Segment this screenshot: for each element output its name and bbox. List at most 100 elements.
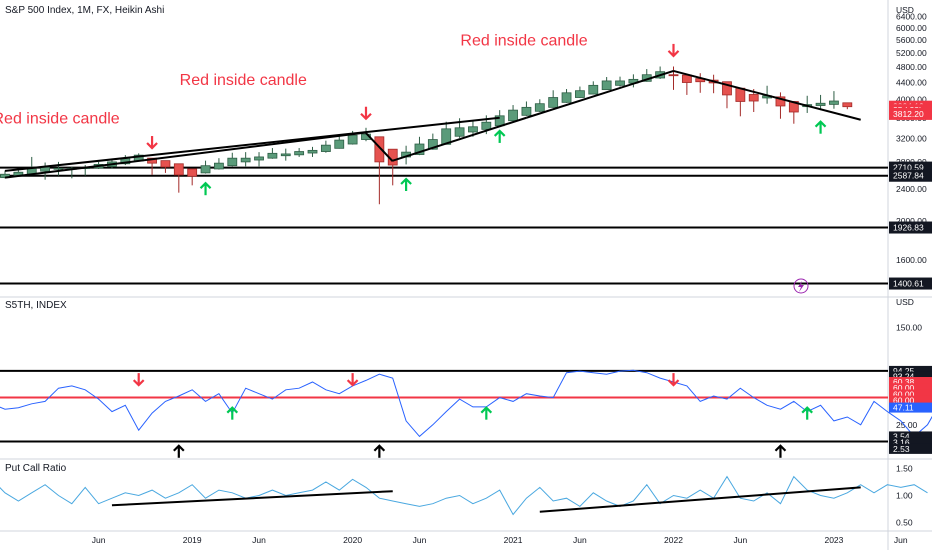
candle-body bbox=[187, 168, 198, 177]
candle-body bbox=[454, 127, 465, 137]
candle bbox=[227, 152, 238, 167]
price-trendline bbox=[673, 69, 861, 121]
breadth-y-tick-label: 150.00 bbox=[896, 323, 922, 333]
breadth-tag: 47.11 bbox=[893, 403, 914, 413]
candle bbox=[147, 157, 157, 175]
price-y-tick-label: 5600.00 bbox=[896, 35, 927, 45]
candle-body bbox=[588, 84, 599, 95]
pcr-series-line bbox=[0, 475, 928, 516]
price-tag-bg bbox=[889, 221, 932, 234]
price-tag-bg bbox=[889, 169, 932, 182]
candle-body bbox=[829, 100, 839, 105]
pcr-trendline bbox=[111, 490, 393, 507]
put-call-pane: 0.50 1.00 1.50 bbox=[0, 463, 928, 528]
price-pane-title: S&P 500 Index, 1M, FX, Heikin Ashi bbox=[5, 5, 164, 16]
price-trendline bbox=[4, 116, 500, 172]
candle bbox=[320, 140, 331, 153]
price-tag-bg bbox=[889, 107, 932, 120]
candle-body bbox=[775, 96, 786, 107]
candle bbox=[561, 89, 572, 103]
candle bbox=[173, 163, 184, 193]
breadth-currency: USD bbox=[896, 297, 914, 307]
price-currency: USD bbox=[896, 5, 914, 15]
candle-body bbox=[320, 144, 331, 152]
candle bbox=[26, 156, 37, 175]
annotation-label: Red inside candle bbox=[180, 72, 307, 89]
breadth-tag: 60.00 bbox=[893, 389, 915, 399]
candle-body bbox=[521, 106, 532, 116]
candle-body bbox=[548, 97, 559, 108]
breadth-tag: 60.00 bbox=[893, 383, 915, 393]
candle-body bbox=[615, 80, 625, 86]
candle bbox=[240, 152, 251, 167]
candle bbox=[40, 162, 51, 180]
candle bbox=[361, 127, 371, 142]
x-tick-label: 2022 bbox=[664, 535, 683, 545]
candle bbox=[334, 135, 345, 149]
candle-body bbox=[294, 151, 305, 156]
candle-body bbox=[374, 136, 385, 163]
candle-body bbox=[815, 102, 826, 106]
candle bbox=[775, 92, 786, 119]
candle-body bbox=[227, 157, 238, 167]
arrow-head bbox=[774, 444, 787, 452]
x-tick-label: 2023 bbox=[824, 535, 843, 545]
candle-body bbox=[842, 102, 853, 108]
arrow-head bbox=[173, 444, 185, 452]
arrow-head bbox=[801, 406, 813, 414]
candle-body bbox=[534, 103, 545, 112]
breadth-tag-bg bbox=[889, 443, 932, 454]
candle-body bbox=[334, 139, 345, 149]
candle-body bbox=[280, 153, 291, 157]
candle-body bbox=[601, 80, 612, 91]
arrow-up-icon bbox=[774, 444, 787, 458]
price-y-tick-label: 6000.00 bbox=[896, 23, 927, 33]
candle-body bbox=[347, 134, 358, 145]
breadth-tag-bg bbox=[889, 395, 932, 406]
pcr-trendline bbox=[539, 486, 861, 513]
candle bbox=[254, 152, 264, 167]
candle bbox=[200, 160, 211, 174]
candle bbox=[815, 94, 826, 111]
candle bbox=[187, 168, 198, 186]
candle bbox=[681, 74, 692, 95]
x-tick-label: 2021 bbox=[504, 535, 523, 545]
candle bbox=[441, 121, 452, 145]
candle-body bbox=[668, 74, 679, 77]
arrow-head bbox=[814, 120, 827, 128]
candle bbox=[307, 146, 318, 157]
candle-body bbox=[254, 156, 264, 161]
price-tag: 1400.61 bbox=[893, 279, 924, 289]
candle bbox=[615, 76, 625, 87]
lightning-icon[interactable] bbox=[793, 278, 809, 294]
candle-body bbox=[160, 160, 171, 168]
price-tag: 1926.83 bbox=[893, 223, 924, 233]
breadth-tag: 60.00 bbox=[893, 396, 915, 406]
candle bbox=[508, 105, 518, 122]
candle-body bbox=[468, 126, 478, 133]
candle bbox=[588, 81, 599, 95]
candle bbox=[160, 160, 171, 173]
breadth-pane: 25.00150.0094.2593.2460.3860.0060.0060.0… bbox=[0, 323, 932, 458]
price-y-tick-label: 3200.00 bbox=[896, 133, 927, 143]
price-tag: 2710.59 bbox=[893, 163, 924, 173]
price-y-tick-label: 2000.00 bbox=[896, 216, 927, 226]
candle bbox=[829, 91, 839, 109]
arrow-head bbox=[132, 379, 145, 387]
candle-body bbox=[427, 139, 438, 150]
candle bbox=[735, 87, 746, 117]
breadth-tag: 93.24 bbox=[893, 372, 915, 382]
arrow-head bbox=[667, 50, 680, 58]
arrow-up-icon bbox=[480, 406, 493, 420]
breadth-tag-bg bbox=[889, 389, 932, 400]
x-tick-label: Jun bbox=[413, 535, 427, 545]
candle bbox=[575, 86, 585, 98]
candle-body bbox=[575, 90, 585, 98]
candle-body bbox=[240, 157, 251, 163]
candle bbox=[788, 101, 799, 124]
price-tag: 2587.84 bbox=[893, 171, 924, 181]
breadth-tag-bg bbox=[889, 431, 932, 442]
candle bbox=[294, 148, 305, 157]
arrow-head bbox=[400, 177, 412, 185]
